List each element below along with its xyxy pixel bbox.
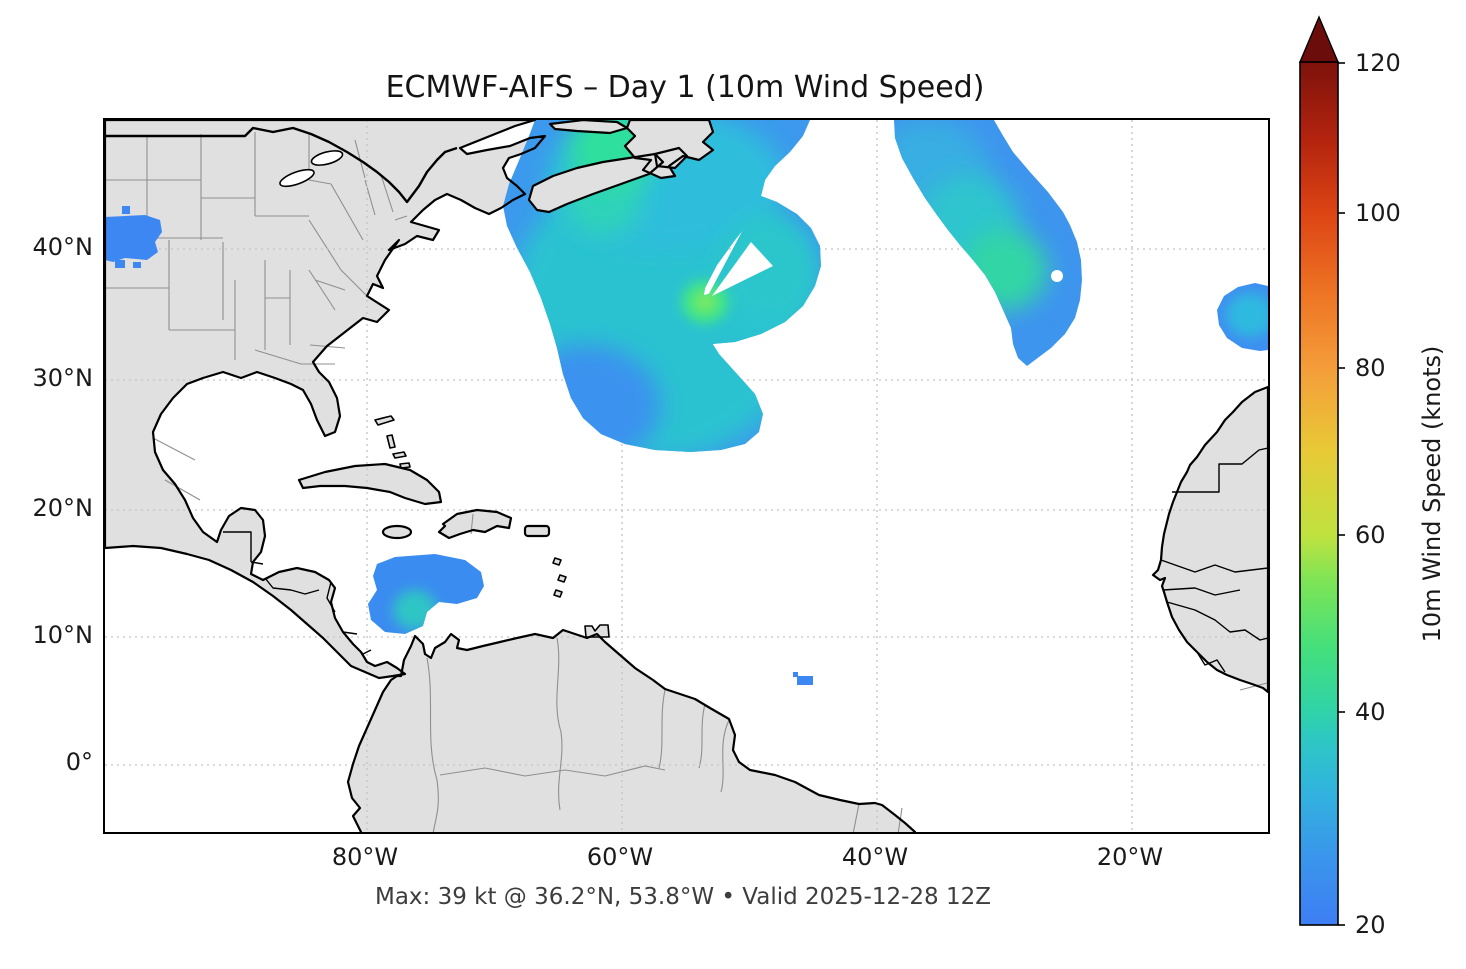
y-tick-20n: 20°N xyxy=(32,494,94,522)
wind-blob-speck xyxy=(793,672,813,685)
cbar-tick-60: 60 xyxy=(1355,521,1386,549)
chart-title: ECMWF-AIFS – Day 1 (10m Wind Speed) xyxy=(385,70,985,105)
atlantic-wind-map xyxy=(103,118,1270,836)
spiral-notch xyxy=(712,242,773,296)
cbar-tick-80: 80 xyxy=(1355,354,1386,382)
colorbar xyxy=(1298,15,1345,926)
x-tick-80w: 80°W xyxy=(331,843,399,871)
x-tick-60w: 60°W xyxy=(586,843,654,871)
cbar-tick-120: 120 xyxy=(1355,49,1401,77)
country-borders xyxy=(105,126,1269,673)
colorbar-axis-label: 10m Wind Speed (knots) xyxy=(1418,345,1446,643)
y-tick-0: 0° xyxy=(65,748,93,776)
colorbar-tickmarks xyxy=(1338,62,1345,926)
x-tick-20w: 20°W xyxy=(1096,843,1164,871)
wind-blob-caribbean xyxy=(368,554,484,634)
cbar-tick-20: 20 xyxy=(1355,911,1386,939)
graticule xyxy=(105,120,1268,832)
x-tick-40w: 40°W xyxy=(841,843,909,871)
y-tick-40n: 40°N xyxy=(32,233,94,261)
wind-blob-us-plains xyxy=(105,206,162,268)
wind-blob-east-edge xyxy=(1217,283,1268,351)
map-plot-area xyxy=(103,118,1270,836)
wind-blob-northeast-band xyxy=(894,120,1082,366)
y-tick-10n: 10°N xyxy=(32,621,94,649)
cbar-tick-40: 40 xyxy=(1355,698,1386,726)
max-annotation: Max: 39 kt @ 36.2°N, 53.8°W • Valid 2025… xyxy=(374,884,992,910)
y-tick-30n: 30°N xyxy=(32,364,94,392)
great-lakes xyxy=(279,150,344,188)
colorbar-gradient xyxy=(1299,61,1339,926)
colorbar-extend-arrow xyxy=(1298,15,1340,63)
cbar-tick-100: 100 xyxy=(1355,199,1401,227)
